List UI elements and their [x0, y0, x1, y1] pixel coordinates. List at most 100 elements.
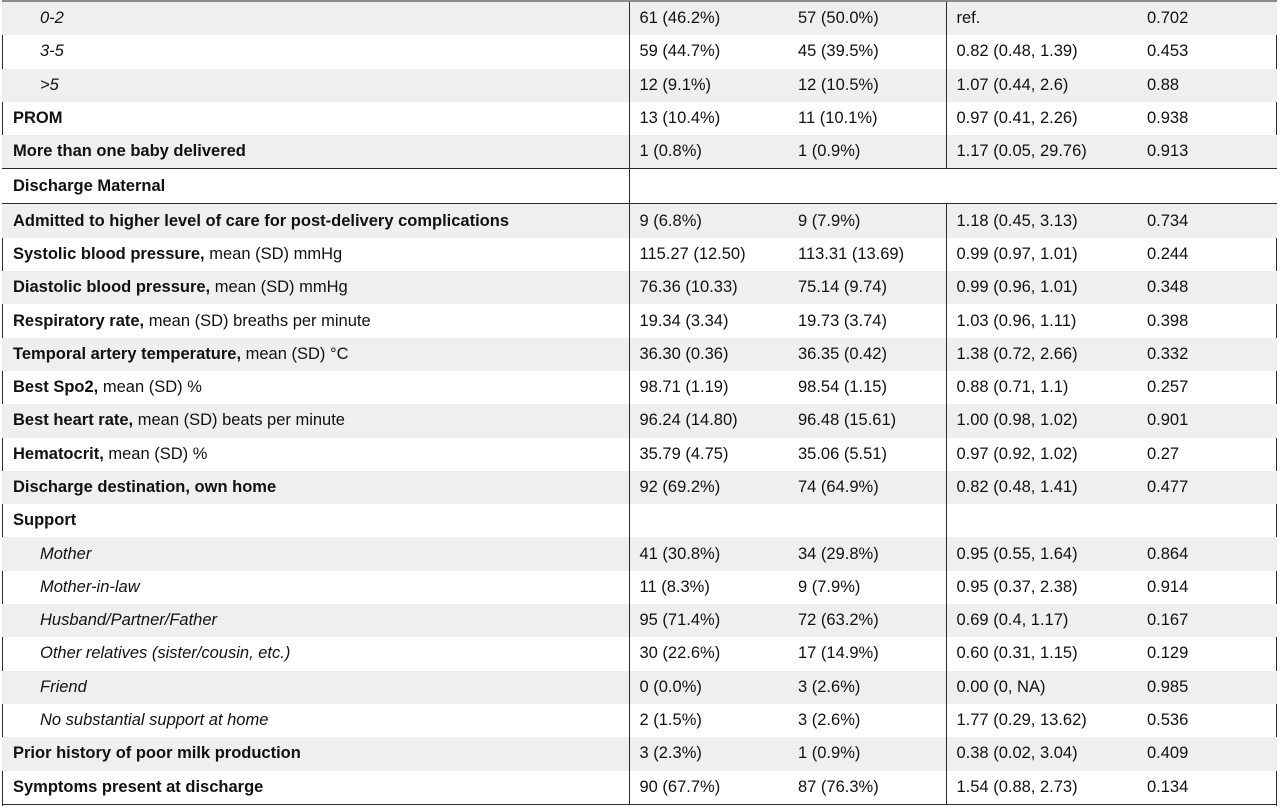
group1-value: 19.34 (3.34) — [628, 304, 788, 338]
group1-value: 96.24 (14.80) — [628, 404, 788, 438]
odds-ratio-value: 1.54 (0.88, 2.73) — [945, 770, 1147, 805]
group2-value: 17 (14.9%) — [798, 644, 879, 663]
group1-value: 61 (46.2%) — [628, 1, 788, 36]
section-title: Discharge Maternal — [2, 168, 630, 205]
group2-value: 35.06 (5.51) — [798, 444, 887, 463]
table-row: More than one baby delivered 1 (0.8%) 1 … — [2, 135, 1277, 169]
section-blank — [629, 168, 1277, 205]
row-label: Symptoms present at discharge — [2, 770, 629, 805]
row-label: >5 — [2, 68, 629, 102]
odds-ratio-value: 0.97 (0.41, 2.26) — [945, 101, 1147, 136]
group2-value: 74 (64.9%) — [788, 470, 946, 505]
section-header-row: Discharge Maternal — [2, 168, 1277, 205]
p-value: 0.477 — [1147, 470, 1277, 505]
odds-ratio-value: 1.07 (0.44, 2.6) — [945, 68, 1147, 102]
row-label: Husband/Partner/Father — [2, 604, 629, 638]
odds-ratio-value: 0.82 (0.48, 1.39) — [945, 35, 1147, 69]
p-value: 0.348 — [1147, 271, 1277, 305]
p-value: 0.398 — [1147, 311, 1189, 330]
odds-ratio-value: 0.95 (0.55, 1.64) — [945, 537, 1147, 571]
p-value: 0.985 — [1147, 670, 1277, 704]
group1-value: 13 (10.4%) — [628, 101, 788, 136]
group2-value: 3 (2.6%) — [788, 670, 946, 704]
p-value: 0.453 — [1147, 42, 1189, 61]
p-value: 0.244 — [1147, 244, 1189, 263]
p-value: 0.536 — [1147, 711, 1189, 730]
row-label: Support — [13, 511, 77, 530]
row-label: Mother — [2, 537, 629, 571]
group1-value: 12 (9.1%) — [628, 68, 788, 102]
group2-value: 57 (50.0%) — [788, 1, 946, 36]
row-label: Diastolic blood pressure, mean (SD) mmHg — [2, 271, 629, 305]
odds-ratio-value: 0.99 (0.96, 1.01) — [945, 271, 1147, 305]
row-label: Respiratory rate, mean (SD) breaths per … — [13, 311, 371, 330]
p-value: 0.167 — [1147, 604, 1277, 638]
group2-value: 9 (7.9%) — [798, 577, 861, 596]
odds-ratio-value: 0.82 (0.48, 1.41) — [945, 470, 1147, 505]
table-row: PROM 13 (10.4%) 11 (10.1%) 0.97 (0.41, 2… — [2, 101, 1277, 136]
table-row: Diastolic blood pressure, mean (SD) mmHg… — [2, 271, 1277, 305]
group1-value: 90 (67.7%) — [628, 770, 788, 805]
odds-ratio-value: 1.18 (0.45, 3.13) — [945, 203, 1147, 238]
group2-value: 87 (76.3%) — [788, 770, 946, 805]
p-value: 0.88 — [1147, 68, 1277, 102]
row-label: PROM — [13, 109, 63, 128]
odds-ratio-value: 0.95 (0.37, 2.38) — [945, 570, 1147, 605]
group2-value: 96.48 (15.61) — [788, 404, 946, 438]
group1-value: 76.36 (10.33) — [628, 271, 788, 305]
p-value: 0.938 — [1147, 109, 1189, 128]
p-value — [1147, 504, 1277, 537]
group1-value: 11 (8.3%) — [628, 570, 788, 605]
p-value: 0.257 — [1147, 378, 1189, 397]
group1-value: 35.79 (4.75) — [628, 437, 788, 471]
row-label: Discharge destination, own home — [2, 470, 629, 505]
table-row: Symptoms present at discharge 90 (67.7%)… — [2, 770, 1277, 805]
row-label: More than one baby delivered — [2, 135, 629, 169]
row-label: Best Spo2, mean (SD) % — [13, 378, 202, 397]
group2-value: 3 (2.6%) — [798, 711, 861, 730]
group2-value: 36.35 (0.42) — [788, 337, 946, 371]
odds-ratio-value: 1.00 (0.98, 1.02) — [945, 404, 1147, 438]
table-row: Support — [2, 504, 1277, 538]
odds-ratio-value: 0.99 (0.97, 1.01) — [945, 237, 1147, 272]
odds-ratio-value: 1.03 (0.96, 1.11) — [945, 304, 1147, 338]
p-value: 0.332 — [1147, 337, 1277, 371]
table-row: Other relatives (sister/cousin, etc.) 30… — [2, 637, 1277, 671]
group1-value: 1 (0.8%) — [628, 135, 788, 169]
group1-value: 41 (30.8%) — [628, 537, 788, 571]
group2-value: 1 (0.9%) — [788, 135, 946, 169]
group1-value: 59 (44.7%) — [628, 35, 788, 69]
group1-value: 9 (6.8%) — [628, 203, 788, 238]
group2-value: 11 (10.1%) — [798, 109, 878, 128]
p-value: 0.914 — [1147, 577, 1189, 596]
table-row: Respiratory rate, mean (SD) breaths per … — [2, 304, 1277, 338]
group1-value: 0 (0.0%) — [628, 670, 788, 704]
table-row: 0-2 61 (46.2%) 57 (50.0%) ref. 0.702 — [2, 1, 1277, 36]
odds-ratio-value — [945, 504, 1147, 538]
p-value: 0.27 — [1147, 444, 1180, 463]
group1-value: 98.71 (1.19) — [628, 370, 788, 405]
p-value: 0.901 — [1147, 404, 1277, 438]
group2-value: 75.14 (9.74) — [788, 271, 946, 305]
table-row: Mother-in-law 11 (8.3%) 9 (7.9%) 0.95 (0… — [2, 570, 1277, 605]
group1-value: 36.30 (0.36) — [628, 337, 788, 371]
group1-value: 3 (2.3%) — [628, 737, 788, 771]
group1-value — [628, 504, 788, 538]
group2-value: 72 (63.2%) — [788, 604, 946, 638]
group1-value: 95 (71.4%) — [628, 604, 788, 638]
table-row: 3-5 59 (44.7%) 45 (39.5%) 0.82 (0.48, 1.… — [2, 35, 1277, 69]
group2-value: 45 (39.5%) — [798, 42, 879, 61]
odds-ratio-value: 1.77 (0.29, 13.62) — [945, 703, 1147, 738]
table-row: Systolic blood pressure, mean (SD) mmHg … — [2, 237, 1277, 272]
row-label: Temporal artery temperature, mean (SD) °… — [2, 337, 629, 371]
odds-ratio-value: 0.38 (0.02, 3.04) — [945, 737, 1147, 771]
odds-ratio-value: 1.17 (0.05, 29.76) — [945, 135, 1147, 169]
group1-value: 115.27 (12.50) — [628, 237, 788, 272]
group2-value: 19.73 (3.74) — [798, 311, 887, 330]
odds-ratio-value: 0.69 (0.4, 1.17) — [945, 604, 1147, 638]
row-label: No substantial support at home — [40, 711, 269, 730]
row-label: Prior history of poor milk production — [2, 737, 629, 771]
table-row: Admitted to higher level of care for pos… — [2, 203, 1277, 238]
table-row: >5 12 (9.1%) 12 (10.5%) 1.07 (0.44, 2.6)… — [2, 68, 1277, 102]
